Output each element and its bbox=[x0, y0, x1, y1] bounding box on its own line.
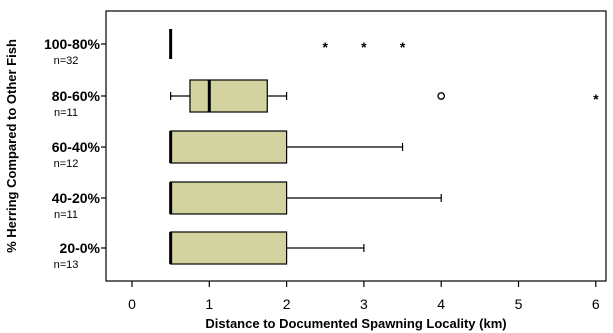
box-iqr bbox=[170, 181, 288, 215]
x-tick-label: 4 bbox=[437, 296, 445, 312]
x-tick-label: 1 bbox=[205, 296, 213, 312]
plot-frame bbox=[105, 10, 607, 282]
category-n-label: n=32 bbox=[54, 55, 79, 67]
category-n-label: n=13 bbox=[54, 259, 79, 271]
box-40-20 bbox=[169, 181, 442, 215]
y-axis: 100-80% n=32 80-60% n=11 60-40% n=12 40-20% n=1… bbox=[44, 36, 106, 271]
x-tick-label: 3 bbox=[360, 296, 368, 312]
x-tick-label: 5 bbox=[515, 296, 523, 312]
x-tick-label: 0 bbox=[128, 296, 136, 312]
category-label: 100-80% bbox=[44, 36, 101, 52]
box-80-60: * bbox=[170, 79, 599, 113]
category-label: 40-20% bbox=[52, 190, 101, 206]
y-axis-title: % Herring Compared to Other Fish bbox=[4, 39, 19, 253]
category-n-label: n=12 bbox=[54, 158, 79, 170]
box-iqr bbox=[189, 79, 268, 113]
x-axis: 0 1 2 3 4 5 6 bbox=[128, 281, 600, 312]
outlier-point bbox=[437, 92, 446, 100]
x-tick-label: 2 bbox=[283, 296, 291, 312]
category-label: 60-40% bbox=[52, 139, 101, 155]
box-100-80: * * * bbox=[169, 29, 406, 59]
category-label: 20-0% bbox=[60, 240, 101, 256]
extreme-point: * bbox=[323, 39, 329, 55]
extreme-point: * bbox=[400, 39, 406, 55]
extreme-point: * bbox=[361, 39, 367, 55]
box-iqr bbox=[170, 130, 288, 164]
box-iqr bbox=[170, 231, 288, 265]
x-axis-title: Distance to Documented Spawning Locality… bbox=[205, 316, 506, 331]
category-label: 80-60% bbox=[52, 88, 101, 104]
chart-marks: * * * * bbox=[169, 29, 599, 265]
category-n-label: n=11 bbox=[54, 209, 78, 221]
box-60-40 bbox=[169, 130, 404, 164]
category-n-label: n=11 bbox=[54, 107, 78, 119]
box-20-0 bbox=[169, 231, 365, 265]
extreme-point: * bbox=[593, 91, 599, 107]
x-tick-label: 6 bbox=[592, 296, 600, 312]
